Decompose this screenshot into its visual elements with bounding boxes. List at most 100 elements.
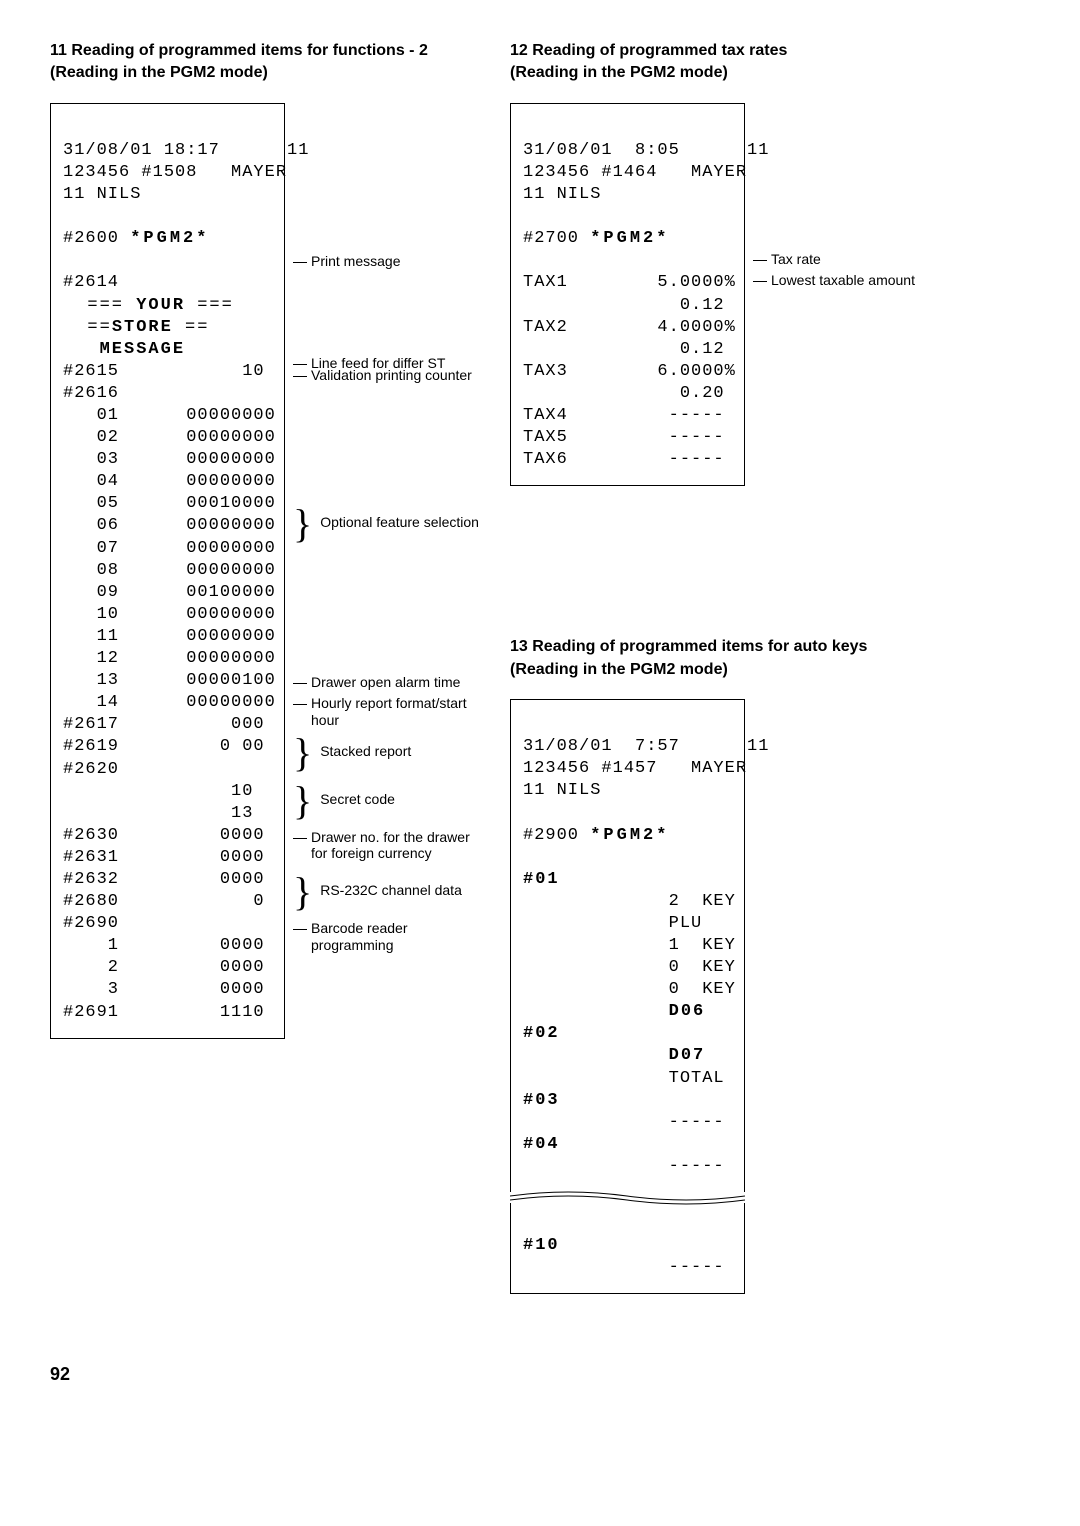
receipt-line: #2615 10 [63, 362, 265, 381]
section-13-receipt-group: 31/08/01 7:57 11 123456 #1457 MAYER 11 N… [510, 699, 747, 1294]
section-12-receipt: 31/08/01 8:05 11 123456 #1464 MAYER 11 N… [510, 103, 745, 487]
receipt-line: 3 0000 [63, 980, 265, 999]
receipt-line: #04 [523, 1135, 560, 1154]
section-12: 12 Reading of programmed tax rates (Read… [510, 40, 1030, 486]
receipt-line: 123456 #1464 MAYER [523, 163, 747, 182]
receipt-line: #2700 *PGM2* [523, 229, 669, 248]
receipt-line: 0.12 [523, 296, 725, 315]
receipt-line: 123456 #1508 MAYER [63, 163, 287, 182]
receipt-line: #2680 0 [63, 892, 265, 911]
receipt-line: 07 00000000 [63, 539, 276, 558]
section-13-receipt-b: #10 ----- [510, 1203, 745, 1294]
receipt-line: #2617 000 [63, 715, 265, 734]
receipt-line: #2620 [63, 760, 119, 779]
receipt-line: #2691 1110 [63, 1003, 265, 1022]
section-11-receipt-wrap: 31/08/01 18:17 11 123456 #1508 MAYER 11 … [50, 103, 480, 1039]
wave-icon [510, 1186, 745, 1206]
receipt-line: 03 00000000 [63, 450, 276, 469]
receipt-line: TAX1 5.0000% [523, 273, 736, 292]
receipt-line: 123456 #1457 MAYER [523, 759, 747, 778]
section-12-title: 12 Reading of programmed tax rates (Read… [510, 40, 1030, 85]
receipt-line: 11 NILS [523, 781, 601, 800]
page-number: 92 [50, 1364, 1030, 1385]
receipt-line: #10 [523, 1236, 560, 1255]
receipt-line: 14 00000000 [63, 693, 276, 712]
receipt-line: #02 [523, 1024, 560, 1043]
receipt-line: 0.12 [523, 340, 725, 359]
section-13-title: 13 Reading of programmed items for auto … [510, 636, 1030, 681]
receipt-line: #2616 [63, 384, 119, 403]
receipt-line: #2690 [63, 914, 119, 933]
receipt-line: #2614 [63, 273, 119, 292]
receipt-line: 02 00000000 [63, 428, 276, 447]
receipt-line: 13 00000100 [63, 671, 276, 690]
receipt-line: 12 00000000 [63, 649, 276, 668]
receipt-line: 0 KEY [523, 980, 736, 999]
section-11-receipt: 31/08/01 18:17 11 123456 #1508 MAYER 11 … [50, 103, 285, 1039]
left-column: 11 Reading of programmed items for funct… [50, 40, 480, 1334]
annotation: Validation printing counter [293, 367, 480, 384]
receipt-separator [510, 1192, 747, 1204]
receipt-line: TAX2 4.0000% [523, 318, 736, 337]
annotation: }Secret code [293, 791, 480, 811]
annotation: Hourly report format/start hour [293, 695, 480, 729]
annotation: }Stacked report [293, 743, 480, 763]
receipt-line: TAX6 ----- [523, 450, 725, 469]
annotation: Drawer no. for the drawer for foreign cu… [293, 829, 480, 863]
receipt-line: === YOUR === [63, 296, 234, 315]
receipt-line: 04 00000000 [63, 472, 276, 491]
receipt-line: PLU [523, 914, 702, 933]
receipt-line: #01 [523, 870, 560, 889]
receipt-line: ----- [523, 1157, 725, 1176]
receipt-line: #2619 0 00 [63, 737, 265, 756]
page-columns: 11 Reading of programmed items for funct… [50, 40, 1030, 1334]
section-12-annotations: Tax rate Lowest taxable amount [745, 103, 915, 289]
annotation: }Optional feature selection [293, 514, 480, 534]
receipt-line: 0 KEY [523, 958, 736, 977]
right-column: 12 Reading of programmed tax rates (Read… [510, 40, 1030, 1334]
receipt-line: 2 KEY [523, 892, 736, 911]
receipt-line: 31/08/01 18:17 11 [63, 141, 309, 160]
receipt-line: #2900 *PGM2* [523, 826, 669, 845]
receipt-line: 31/08/01 8:05 11 [523, 141, 769, 160]
receipt-line: 11 NILS [63, 185, 141, 204]
receipt-line: 10 00000000 [63, 605, 276, 624]
receipt-line: 10 [63, 782, 253, 801]
receipt-line: D07 [523, 1046, 705, 1065]
section-13-receipt-a: 31/08/01 7:57 11 123456 #1457 MAYER 11 N… [510, 699, 745, 1192]
receipt-line: TAX5 ----- [523, 428, 725, 447]
section-11-annotations: Print message Line feed for differ ST Va… [285, 103, 480, 954]
receipt-line: ----- [523, 1258, 725, 1277]
receipt-line: #2630 0000 [63, 826, 265, 845]
receipt-line: 06 00000000 [63, 516, 276, 535]
section-11-title: 11 Reading of programmed items for funct… [50, 40, 480, 85]
receipt-line: 05 00010000 [63, 494, 276, 513]
receipt-line: 11 00000000 [63, 627, 276, 646]
receipt-line: 31/08/01 7:57 11 [523, 737, 769, 756]
receipt-line: 1 0000 [63, 936, 265, 955]
receipt-line: ----- [523, 1113, 725, 1132]
annotation: Barcode reader programming [293, 920, 480, 954]
receipt-line: #03 [523, 1091, 560, 1110]
receipt-line: 08 00000000 [63, 561, 276, 580]
receipt-line: #2632 0000 [63, 870, 265, 889]
annotation: }RS-232C channel data [293, 882, 480, 902]
receipt-line: ==STORE == [63, 318, 209, 337]
receipt-line: #2600 *PGM2* [63, 229, 209, 248]
receipt-line: 1 KEY [523, 936, 736, 955]
receipt-line: 2 0000 [63, 958, 265, 977]
annotation: Drawer open alarm time [293, 674, 480, 691]
receipt-line: 01 00000000 [63, 406, 276, 425]
receipt-line: MESSAGE [63, 340, 185, 359]
receipt-line: D06 [523, 1002, 705, 1021]
receipt-line: TAX4 ----- [523, 406, 725, 425]
annotation: Print message [293, 253, 480, 270]
receipt-line: 09 00100000 [63, 583, 276, 602]
receipt-line: 13 [63, 804, 253, 823]
receipt-line: #2631 0000 [63, 848, 265, 867]
receipt-line: 11 NILS [523, 185, 601, 204]
annotation: Lowest taxable amount [753, 272, 915, 289]
section-12-receipt-wrap: 31/08/01 8:05 11 123456 #1464 MAYER 11 N… [510, 103, 1030, 487]
annotation: Tax rate [753, 251, 915, 268]
receipt-line: 0.20 [523, 384, 725, 403]
